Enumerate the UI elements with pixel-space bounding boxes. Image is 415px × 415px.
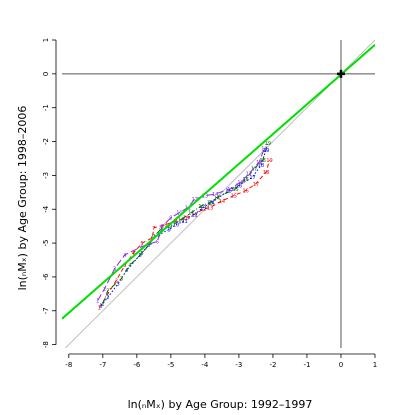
y-tick-label: 1: [42, 38, 50, 42]
series-3-point-label: 1: [101, 302, 104, 308]
series-1-point-label: 13: [207, 206, 213, 212]
series-2-point-label: 1: [100, 304, 103, 310]
x-axis-label: ln(ₙMₓ) by Age Group: 1992–1997: [128, 398, 313, 411]
plot-inner: 1234567891011121314151617181912345678910…: [62, 40, 375, 348]
series-4-point-label: 13: [202, 194, 208, 200]
fitted-line: [62, 43, 375, 320]
plot-area: 1234567891011121314151617181912345678910…: [42, 38, 377, 369]
y-tick-label: -3: [42, 172, 50, 179]
series-1-point-label: 17: [253, 182, 259, 188]
series-1-point-label: 19: [266, 158, 272, 164]
series-1-point-label: 11: [192, 212, 198, 218]
series-2-point-label: 9: [168, 228, 171, 234]
series-4-point-label: 19: [261, 146, 267, 152]
series-2-point-label: 11: [181, 219, 187, 225]
series-1-point-label: 18: [263, 170, 269, 176]
x-tick-label: -4: [201, 361, 209, 369]
series-2-point-label: 5: [139, 253, 142, 259]
series-4-point-label: 3: [113, 267, 116, 273]
series-3-point-label: 2: [106, 289, 109, 295]
series-2-point-label: 6: [147, 243, 150, 249]
series-3-point-label: 3: [120, 277, 123, 283]
x-tick-label: -6: [133, 361, 141, 369]
series-1-point-label: 4: [132, 251, 135, 257]
series-3-point-label: 16: [243, 177, 249, 183]
series-3-point-label: 15: [232, 187, 238, 193]
series-3-point-label: 14: [214, 195, 220, 201]
series-3-point-label: 5: [140, 251, 143, 257]
series-4-point-label: 15: [227, 187, 233, 193]
series-4-point-label: 14: [212, 192, 218, 198]
series-3-point-label: 9: [169, 224, 172, 230]
series-1-point-label: 14: [219, 199, 225, 205]
series-4-point-label: 16: [237, 180, 243, 186]
series-4-point-label: 6: [156, 239, 159, 245]
x-tick-label: -5: [167, 361, 174, 369]
series-4-point-label: 7: [157, 234, 160, 240]
series-1-point-label: 15: [231, 194, 237, 200]
series-2-point-label: 19: [263, 148, 269, 154]
series-4-point-label: 9: [169, 216, 172, 222]
x-tick-label: -1: [303, 361, 310, 369]
series-1-point-label: 16: [243, 189, 249, 195]
series-1-point-label: 12: [200, 207, 206, 213]
series-3-point-label: 4: [128, 263, 131, 269]
x-tick-label: -3: [235, 361, 242, 369]
series-2-point-label: 12: [192, 212, 198, 218]
series-1-point-label: 5: [140, 241, 143, 247]
x-tick-label: -7: [99, 361, 106, 369]
series-4-point-label: 4: [123, 253, 126, 259]
series-1-point-label: 9: [174, 219, 177, 225]
series-1-point-label: 8: [164, 223, 167, 229]
series-4-point-label: 17: [246, 172, 252, 178]
series-2-line: [100, 149, 267, 307]
series-1-point-label: 1: [98, 305, 101, 311]
series-2-point-label: 10: [173, 223, 179, 229]
y-axis-label: ln(ₙMₓ) by Age Group: 1998–2006: [16, 106, 29, 291]
identity-line: [64, 40, 375, 348]
y-tick-label: -8: [42, 341, 50, 348]
series-3-point-label: 10: [178, 217, 184, 223]
intersection-marker: [336, 69, 345, 78]
series-4-point-label: 10: [176, 211, 182, 217]
series-4-point-label: 2: [103, 287, 106, 293]
series-3-point-label: 8: [159, 228, 162, 234]
x-tick-label: 1: [373, 361, 377, 369]
series-4-point-label: 1: [96, 299, 99, 305]
x-tick-label: 0: [339, 361, 343, 369]
series-4-line: [97, 148, 265, 301]
series-2-point-label: 18: [258, 163, 264, 169]
series-3-point-label: 11: [188, 211, 194, 217]
series-3-point-label: 12: [198, 204, 204, 210]
x-tick-label: -2: [269, 361, 276, 369]
y-tick-label: -6: [42, 273, 50, 281]
y-tick-label: -2: [42, 138, 50, 145]
series-2-point-label: 13: [200, 206, 206, 212]
series-1-line: [98, 160, 270, 308]
series-3-point-label: 17: [251, 167, 257, 173]
y-tick-label: -1: [42, 104, 50, 111]
series-1-point-label: 10: [183, 216, 189, 222]
series-1-point-label: 2: [115, 278, 118, 284]
y-tick-label: -7: [42, 307, 50, 314]
series-4-point-label: 12: [192, 197, 198, 203]
series-3-point-label: 13: [207, 201, 213, 207]
series-2-point-label: 2: [106, 295, 109, 301]
x-tick-label: -8: [65, 361, 72, 369]
y-tick-label: -4: [42, 205, 50, 213]
series-4-point-label: 8: [161, 224, 164, 230]
series-2-point-label: 16: [236, 184, 242, 190]
series-2-point-label: 3: [117, 282, 120, 288]
series-2-point-label: 17: [249, 175, 255, 181]
series-4-point-label: 18: [256, 160, 262, 166]
series-1-point-label: 3: [123, 263, 126, 269]
series-3-point-label: 19: [265, 141, 271, 147]
y-tick-label: 0: [42, 72, 50, 76]
series-1-point-label: 7: [152, 226, 155, 232]
series-2-point-label: 14: [209, 201, 215, 207]
series-3-point-label: 18: [260, 158, 266, 164]
y-tick-label: -5: [42, 240, 50, 247]
